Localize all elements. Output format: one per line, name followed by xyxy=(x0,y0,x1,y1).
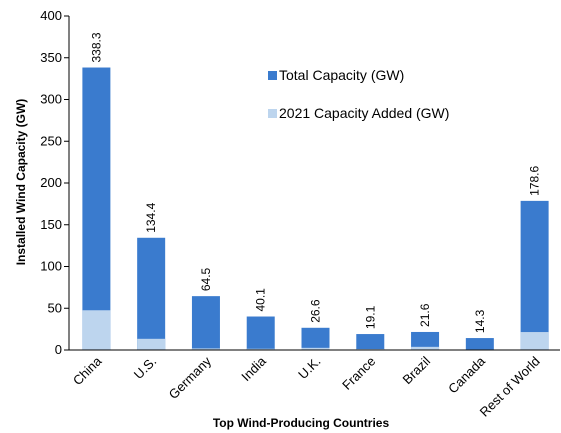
data-label-brazil: 21.6 xyxy=(418,303,432,327)
bar-total-china xyxy=(82,67,111,350)
x-tick-label-u-k: U.K. xyxy=(295,354,323,382)
legend-label-total-capacity: Total Capacity (GW) xyxy=(279,67,404,83)
bar-total-rest-of-world xyxy=(520,200,549,350)
legend-label-capacity-added: 2021 Capacity Added (GW) xyxy=(279,105,449,121)
y-tick-label: 300 xyxy=(40,92,62,107)
legend-swatch-total-capacity xyxy=(268,71,277,80)
y-axis: 0 50 100 150 200 250 300 350 400 xyxy=(40,8,70,357)
y-tick-label: 0 xyxy=(55,342,62,357)
bar-total-canada xyxy=(465,338,494,350)
x-tick-label-u-s: U.S. xyxy=(131,354,159,382)
bar-added-india xyxy=(246,348,275,350)
data-label-u-s: 134.4 xyxy=(144,202,158,232)
y-tick-label: 350 xyxy=(40,50,62,65)
bar-added-china xyxy=(82,310,111,350)
y-tick-label: 100 xyxy=(40,259,62,274)
bar-added-rest-of-world xyxy=(520,332,549,350)
data-label-u-k: 26.6 xyxy=(309,299,323,323)
y-tick-label: 50 xyxy=(48,300,62,315)
bar-total-france xyxy=(356,334,385,350)
x-axis: China U.S. Germany India U.K. France Brazil Can… xyxy=(69,349,560,420)
data-label-rest-of-world: 178.6 xyxy=(528,166,542,196)
y-tick-label: 250 xyxy=(40,133,62,148)
data-label-germany: 64.5 xyxy=(199,267,213,291)
bar-total-brazil xyxy=(411,331,440,350)
bar-added-u-k xyxy=(301,347,330,350)
y-tick-label: 150 xyxy=(40,217,62,232)
x-tick-label-india: India xyxy=(238,353,269,384)
data-label-china: 338.3 xyxy=(89,32,103,62)
bar-total-germany xyxy=(191,296,220,350)
legend: Total Capacity (GW) 2021 Capacity Added … xyxy=(268,67,449,121)
legend-swatch-capacity-added xyxy=(268,109,277,118)
x-tick-label-canada: Canada xyxy=(445,353,488,396)
x-tick-label-germany: Germany xyxy=(166,353,215,402)
data-label-india: 40.1 xyxy=(254,288,268,312)
y-axis-title: Installed Wind Capacity (GW) xyxy=(14,99,28,266)
x-axis-title: Top Wind-Producing Countries xyxy=(213,416,390,430)
y-tick-label: 200 xyxy=(40,175,62,190)
bar-added-brazil xyxy=(411,346,440,350)
bar-total-u-k xyxy=(301,327,330,350)
bar-total-india xyxy=(246,316,275,350)
bar-added-france xyxy=(356,348,385,350)
data-label-canada: 14.3 xyxy=(473,309,487,333)
bar-total-u-s xyxy=(137,237,166,350)
data-labels: 338.3 134.4 64.5 40.1 26.6 19.1 21.6 14.3 178.6 xyxy=(89,32,541,333)
x-tick-label-france: France xyxy=(339,354,378,393)
x-tick-label-china: China xyxy=(70,353,105,388)
y-tick-label: 400 xyxy=(40,8,62,23)
bars xyxy=(82,67,549,350)
bar-added-germany xyxy=(191,348,220,350)
data-label-france: 19.1 xyxy=(363,305,377,329)
x-tick-label-brazil: Brazil xyxy=(400,353,434,387)
bar-added-u-s xyxy=(137,338,166,350)
